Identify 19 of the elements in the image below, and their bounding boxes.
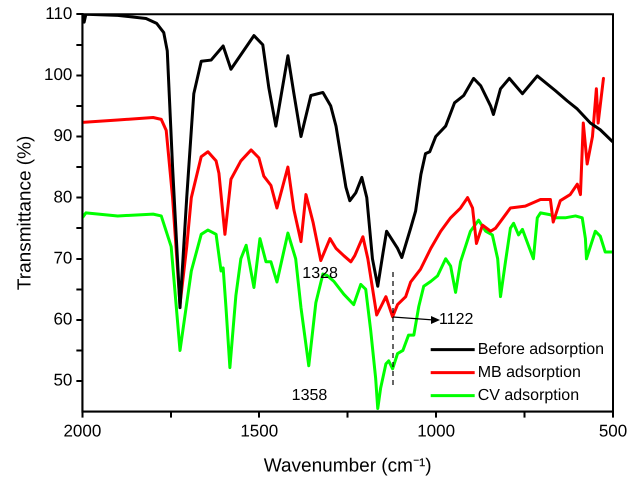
legend-label: Before adsorption <box>478 341 604 358</box>
x-tick-label: 2000 <box>63 421 102 440</box>
y-tick-label: 70 <box>53 248 72 268</box>
y-axis-title: Transmittance (%) <box>14 136 36 290</box>
legend-label: CV adsorption <box>478 387 580 404</box>
legend-label: MB adsorption <box>478 364 581 382</box>
annotation: 1328 <box>302 264 338 282</box>
x-axis-title: Wavenumber (cm⁻¹) <box>264 456 432 477</box>
y-tick-label: 50 <box>53 370 72 390</box>
y-tick-label: 90 <box>53 126 72 146</box>
y-tick-label: 110 <box>45 4 72 23</box>
x-tick-label: 1500 <box>240 421 278 440</box>
x-tick-label: 500 <box>598 421 628 440</box>
y-tick-label: 100 <box>44 65 72 84</box>
y-tick-label: 60 <box>53 310 72 329</box>
annotation: 1358 <box>292 387 328 404</box>
annotation: 1122 <box>438 311 474 328</box>
x-tick-label: 1000 <box>417 421 456 440</box>
y-tick-label: 80 <box>53 187 72 206</box>
